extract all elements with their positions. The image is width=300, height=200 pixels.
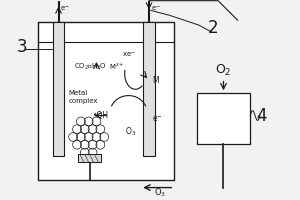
Text: M$^{x+}$: M$^{x+}$	[109, 62, 125, 72]
Text: 3: 3	[16, 38, 27, 56]
Bar	[197, 93, 250, 144]
Text: e$^{-}$: e$^{-}$	[151, 4, 161, 13]
Text: e$^{-}$: e$^{-}$	[61, 4, 70, 13]
Text: O$_3$: O$_3$	[125, 126, 136, 138]
Text: CO$_2$、H$_2$O: CO$_2$、H$_2$O	[74, 62, 107, 72]
Text: e$^{-}$: e$^{-}$	[152, 115, 163, 124]
Text: •OH: •OH	[93, 111, 110, 120]
Text: M: M	[152, 76, 159, 85]
Text: 2: 2	[208, 19, 219, 37]
Bar	[38, 22, 174, 180]
Text: O$_3$: O$_3$	[154, 186, 166, 199]
Text: O$_2$: O$_2$	[215, 63, 232, 78]
Text: Metal
complex: Metal complex	[68, 90, 98, 104]
Bar	[143, 22, 155, 156]
Bar	[78, 154, 101, 162]
Bar	[53, 22, 64, 156]
Text: 4: 4	[257, 107, 267, 125]
Text: xe$^{-}$: xe$^{-}$	[122, 50, 136, 59]
